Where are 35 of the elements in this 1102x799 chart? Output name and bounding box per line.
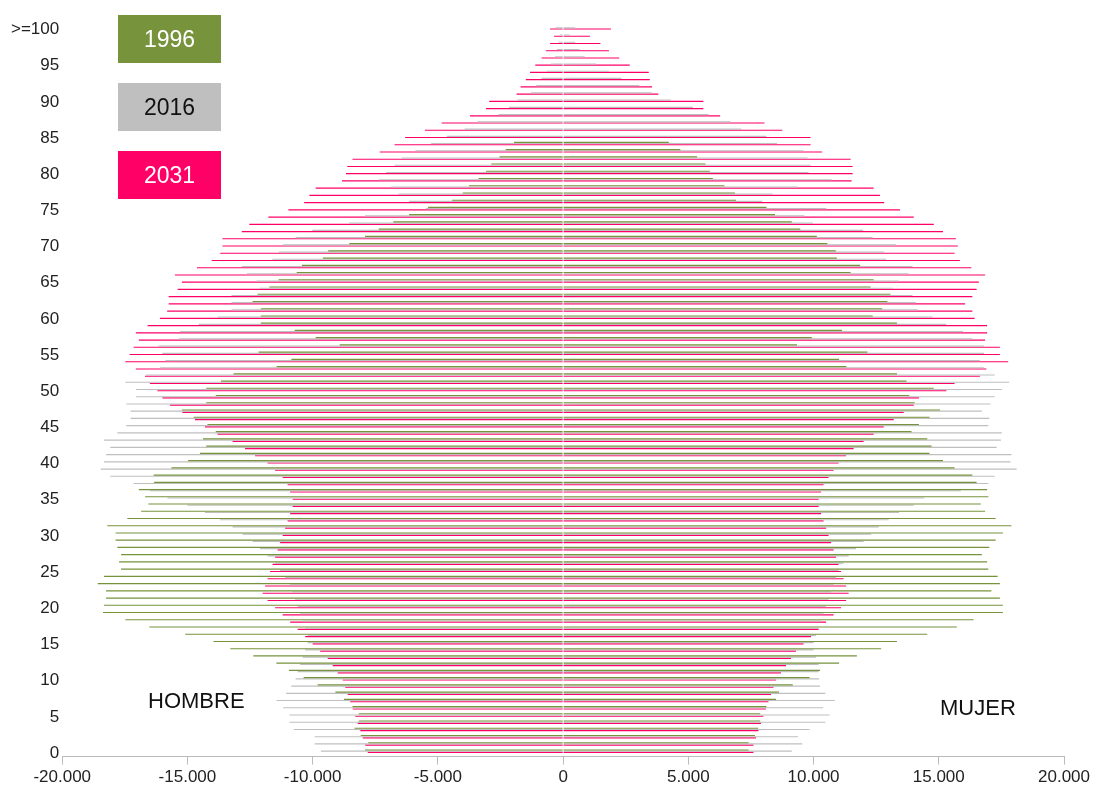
x-tick-label: 0 — [558, 767, 568, 787]
text: 1996 — [118, 15, 221, 63]
x-tick-label: 20.000 — [1038, 767, 1090, 787]
x-tick-label: 10.000 — [787, 767, 840, 787]
y-tick-label: 95 — [40, 55, 60, 75]
y-tick-label: 10 — [40, 670, 60, 690]
y-tick-label: 40 — [40, 453, 60, 473]
x-tick-label: -20.000 — [33, 767, 92, 787]
text: 2031 — [118, 151, 221, 199]
x-tick-label: 15.000 — [912, 767, 965, 787]
y-tick-label: 30 — [40, 525, 60, 545]
y-tick-label: >=100 — [10, 19, 60, 39]
y-tick-label: 50 — [40, 380, 60, 400]
y-tick-label: 5 — [49, 706, 60, 726]
x-tick-label: 5.000 — [667, 767, 710, 787]
y-tick-label: 70 — [40, 236, 60, 256]
annotation: HOMBRE — [148, 688, 245, 714]
y-tick-label: 90 — [40, 91, 60, 111]
y-tick-label: 15 — [40, 634, 60, 654]
text: 2016 — [118, 83, 221, 131]
y-tick-label: 0 — [49, 742, 60, 762]
annotation: MUJER — [940, 695, 1016, 721]
y-tick-label: 55 — [40, 344, 60, 364]
y-tick-label: 80 — [40, 163, 60, 183]
x-tick-label: -5.000 — [413, 767, 462, 787]
y-tick-label: 35 — [40, 489, 60, 509]
y-tick-label: 65 — [40, 272, 60, 292]
y-tick-label: 60 — [40, 308, 60, 328]
y-tick-label: 75 — [40, 200, 60, 220]
x-tick-label: -10.000 — [283, 767, 342, 787]
x-tick-label: -15.000 — [158, 767, 217, 787]
y-tick-label: 45 — [40, 417, 60, 437]
y-tick-label: 85 — [40, 127, 60, 147]
y-tick-label: 25 — [40, 561, 60, 581]
y-tick-label: 20 — [40, 598, 60, 617]
